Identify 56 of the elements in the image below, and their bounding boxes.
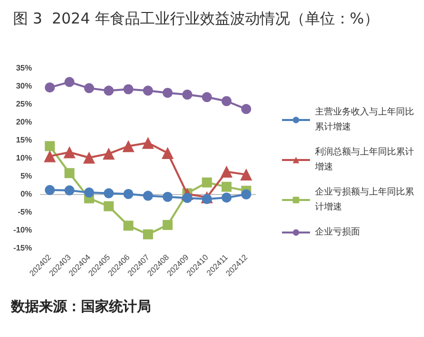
y-tick-label: 30% <box>16 82 32 90</box>
point <box>162 88 173 98</box>
legend-label: 企业亏损额与上年同比累计增速 <box>315 186 414 212</box>
point <box>222 192 232 203</box>
point <box>102 148 115 160</box>
point <box>64 185 74 196</box>
point <box>123 189 134 199</box>
point <box>122 140 134 152</box>
y-tick-label: 10% <box>16 154 32 162</box>
point <box>162 146 174 159</box>
y-tick-label: 35% <box>16 64 32 72</box>
point <box>44 150 56 162</box>
y-tick-label: -15% <box>13 244 32 252</box>
point <box>44 82 55 92</box>
y-tick-label: 15% <box>16 136 32 144</box>
point <box>241 189 252 200</box>
point <box>142 136 154 149</box>
point <box>241 104 252 114</box>
legend-label: 利润总额与上年同比累计增速 <box>314 146 414 172</box>
source-note: 数据来源：国家统计局 <box>10 298 151 315</box>
y-tick-label: 20% <box>16 118 32 126</box>
y-tick-label: 0% <box>20 190 32 198</box>
point <box>162 192 173 202</box>
point <box>64 168 74 178</box>
point <box>202 194 212 204</box>
y-tick-label: -10% <box>13 226 32 234</box>
legend-label: 主营业务收入与上年同比累计增速 <box>315 106 414 132</box>
point <box>202 177 212 188</box>
point <box>182 192 192 203</box>
point <box>240 168 252 181</box>
point <box>84 188 94 198</box>
point <box>84 83 94 94</box>
point <box>123 84 134 94</box>
point <box>220 166 233 178</box>
point <box>182 90 192 100</box>
point <box>222 96 232 106</box>
point <box>143 86 153 96</box>
y-tick-label: 5% <box>20 172 32 180</box>
point <box>83 152 96 164</box>
y-tick-label: -5% <box>18 208 32 216</box>
point <box>44 185 55 196</box>
point <box>162 220 173 230</box>
point <box>104 86 114 96</box>
point <box>44 141 55 152</box>
point <box>104 201 114 212</box>
point <box>104 188 114 198</box>
point <box>143 229 153 240</box>
point <box>202 92 212 102</box>
point <box>123 220 134 231</box>
point <box>63 146 76 158</box>
point <box>143 190 153 201</box>
legend-label: 企业亏损面 <box>315 226 360 238</box>
y-tick-label: 25% <box>16 100 32 108</box>
point <box>222 182 232 192</box>
chart-title: 图 3 2024 年食品工业行业效益波动情况（单位：%） <box>13 10 380 28</box>
point <box>64 77 74 88</box>
